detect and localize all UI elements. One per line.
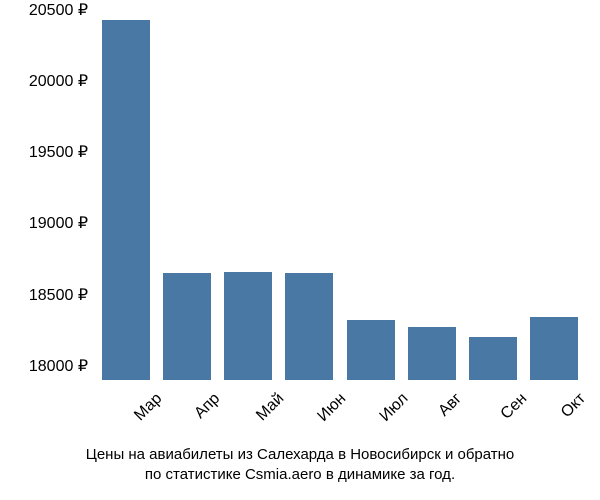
y-tick-label: 19000 ₽ xyxy=(29,213,88,233)
y-tick-label: 20000 ₽ xyxy=(29,71,88,91)
y-axis-labels: 18000 ₽18500 ₽19000 ₽19500 ₽20000 ₽20500… xyxy=(0,10,88,380)
x-tick-label: Окт xyxy=(558,390,590,422)
x-tick-label: Апр xyxy=(191,390,224,423)
chart-area xyxy=(95,10,585,380)
caption-line-2: по статистике Csmia.aero в динамике за г… xyxy=(145,466,455,483)
caption-line-1: Цены на авиабилеты из Салехарда в Новоси… xyxy=(86,446,515,463)
x-tick-label: Июн xyxy=(315,390,351,426)
x-tick-label: Сен xyxy=(498,390,531,423)
chart-caption: Цены на авиабилеты из Салехарда в Новоси… xyxy=(0,445,600,486)
y-tick-label: 18000 ₽ xyxy=(29,356,88,376)
bar xyxy=(347,320,395,380)
bar xyxy=(163,273,211,380)
bar xyxy=(224,272,272,380)
bar xyxy=(530,317,578,380)
bar xyxy=(102,20,150,380)
y-tick-label: 20500 ₽ xyxy=(29,0,88,20)
x-tick-label: Май xyxy=(253,390,288,425)
bar xyxy=(408,327,456,380)
x-axis-labels: МарАпрМайИюнИюлАвгСенОкт xyxy=(95,386,585,446)
bar xyxy=(285,273,333,380)
x-tick-label: Мар xyxy=(131,390,166,425)
x-tick-label: Июл xyxy=(376,390,412,426)
y-tick-label: 19500 ₽ xyxy=(29,142,88,162)
x-tick-label: Авг xyxy=(435,390,465,420)
y-tick-label: 18500 ₽ xyxy=(29,285,88,305)
plot xyxy=(95,10,585,380)
bar xyxy=(469,337,517,380)
